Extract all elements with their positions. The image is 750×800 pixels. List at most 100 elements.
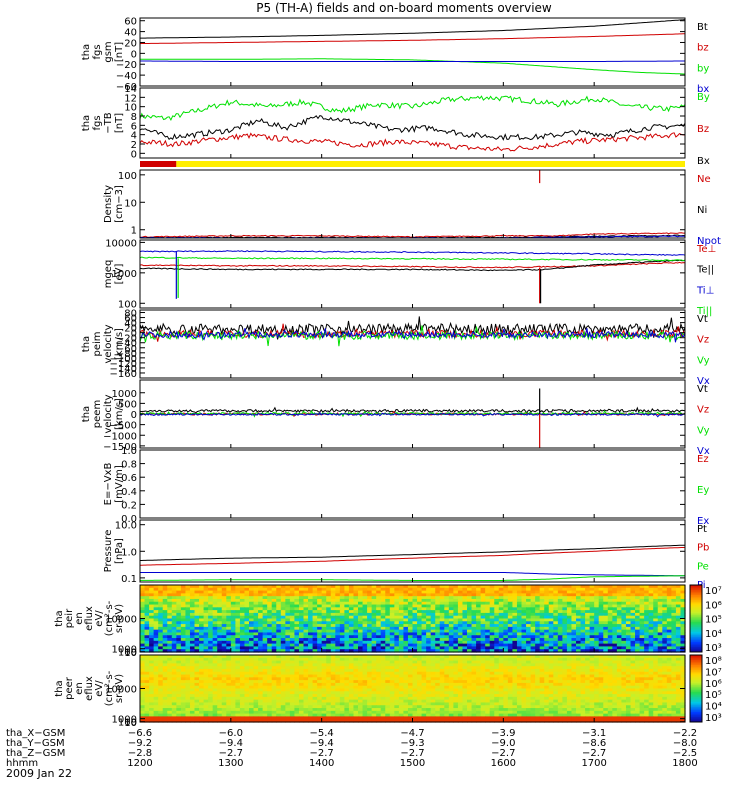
heatmap-cell bbox=[276, 666, 282, 670]
colorbar-tick-label: 10⁶ bbox=[705, 600, 722, 611]
heatmap-cell bbox=[189, 677, 196, 681]
heatmap-cell bbox=[521, 590, 527, 594]
heatmap-cell bbox=[598, 677, 604, 681]
heatmap-cell bbox=[625, 607, 632, 611]
heatmap-cell bbox=[585, 668, 591, 673]
heatmap-cell bbox=[230, 624, 236, 628]
heatmap-cell bbox=[457, 610, 464, 614]
heatmap-cell bbox=[289, 604, 296, 608]
colorbar-cell bbox=[690, 645, 702, 648]
heatmap-cell bbox=[371, 604, 377, 608]
heatmap-cell bbox=[276, 604, 282, 608]
heatmap-cell bbox=[548, 587, 554, 592]
heatmap-cell bbox=[675, 632, 682, 636]
heatmap-cell bbox=[657, 635, 663, 639]
heatmap-cell bbox=[421, 680, 427, 684]
heatmap-cell bbox=[330, 688, 336, 692]
heatmap-cell bbox=[503, 601, 509, 606]
heatmap-cell bbox=[589, 604, 595, 608]
heatmap-cell bbox=[140, 680, 146, 684]
heatmap-cell bbox=[457, 638, 464, 642]
heatmap-cell bbox=[671, 596, 677, 600]
heatmap-cell bbox=[258, 629, 264, 634]
heatmap-cell bbox=[199, 655, 205, 659]
heatmap-cell bbox=[639, 640, 645, 645]
heatmap-cell bbox=[526, 607, 532, 611]
heatmap-cell bbox=[576, 682, 582, 687]
heatmap-cell bbox=[448, 635, 454, 639]
heatmap-cell bbox=[258, 621, 264, 625]
heatmap-cell bbox=[439, 590, 445, 594]
heatmap-cell bbox=[671, 646, 677, 650]
heatmap-cell bbox=[180, 680, 187, 684]
heatmap-cell bbox=[239, 598, 246, 603]
heatmap-cell bbox=[326, 590, 332, 594]
heatmap-cell bbox=[326, 674, 332, 678]
heatmap-cell bbox=[298, 629, 305, 634]
heatmap-cell bbox=[149, 604, 155, 608]
heatmap-cell bbox=[389, 615, 395, 620]
heatmap-cell bbox=[576, 680, 582, 684]
heatmap-cell bbox=[158, 615, 164, 620]
pressure-series-b bbox=[140, 572, 685, 577]
heatmap-cell bbox=[635, 688, 641, 692]
heatmap-cell bbox=[621, 640, 627, 645]
heatmap-cell bbox=[276, 688, 282, 692]
heatmap-cell bbox=[262, 694, 268, 698]
heatmap-cell bbox=[612, 587, 618, 592]
heatmap-cell bbox=[585, 629, 591, 634]
heatmap-cell bbox=[498, 601, 504, 606]
heatmap-cell bbox=[657, 674, 663, 678]
heatmap-cell bbox=[221, 607, 227, 611]
heatmap-cell bbox=[444, 610, 450, 614]
heatmap-cell bbox=[417, 671, 423, 676]
heatmap-cell bbox=[376, 643, 382, 648]
heatmap-cell bbox=[630, 632, 636, 636]
heatmap-cell bbox=[253, 671, 259, 676]
heatmap-cell bbox=[639, 590, 645, 594]
heatmap-cell bbox=[385, 598, 391, 603]
heatmap-cell bbox=[471, 604, 477, 608]
heatmap-cell bbox=[544, 680, 550, 684]
heatmap-cell bbox=[521, 666, 527, 670]
heatmap-cell bbox=[144, 643, 150, 648]
heatmap-cell bbox=[280, 691, 286, 695]
heatmap-cell bbox=[544, 598, 550, 603]
heatmap-cell bbox=[535, 666, 541, 670]
heatmap-cell bbox=[312, 612, 318, 617]
heatmap-cell bbox=[303, 640, 309, 645]
heatmap-cell bbox=[326, 668, 332, 673]
heatmap-cell bbox=[653, 688, 659, 692]
heatmap-cell bbox=[367, 596, 373, 600]
heatmap-cell bbox=[330, 635, 336, 639]
heatmap-cell bbox=[398, 663, 405, 667]
heatmap-cell bbox=[180, 596, 187, 600]
heatmap-cell bbox=[208, 624, 214, 628]
heatmap-cell bbox=[303, 646, 309, 650]
colorbar-cell bbox=[690, 626, 702, 630]
heatmap-cell bbox=[239, 635, 246, 639]
heatmap-cell bbox=[576, 604, 582, 608]
heatmap-cell bbox=[244, 694, 250, 698]
heatmap-cell bbox=[344, 640, 350, 645]
heatmap-cell bbox=[516, 624, 523, 628]
heatmap-cell bbox=[476, 638, 482, 642]
heatmap-cell bbox=[326, 655, 332, 659]
heatmap-cell bbox=[380, 638, 386, 642]
heatmap-cell bbox=[285, 598, 291, 603]
heatmap-cell bbox=[657, 587, 663, 592]
heatmap-cell bbox=[317, 666, 323, 670]
heatmap-cell bbox=[498, 657, 504, 662]
heatmap-cell bbox=[367, 621, 373, 625]
heatmap-cell bbox=[244, 629, 250, 634]
heatmap-cell bbox=[644, 593, 650, 597]
heatmap-cell bbox=[485, 688, 491, 692]
heatmap-cell bbox=[321, 685, 327, 690]
heatmap-cell bbox=[230, 655, 236, 659]
heatmap-cell bbox=[680, 615, 686, 620]
heatmap-cell bbox=[407, 590, 414, 594]
heatmap-cell bbox=[657, 590, 663, 594]
heatmap-cell bbox=[635, 680, 641, 684]
heatmap-cell bbox=[162, 629, 168, 634]
heatmap-cell bbox=[171, 655, 177, 659]
